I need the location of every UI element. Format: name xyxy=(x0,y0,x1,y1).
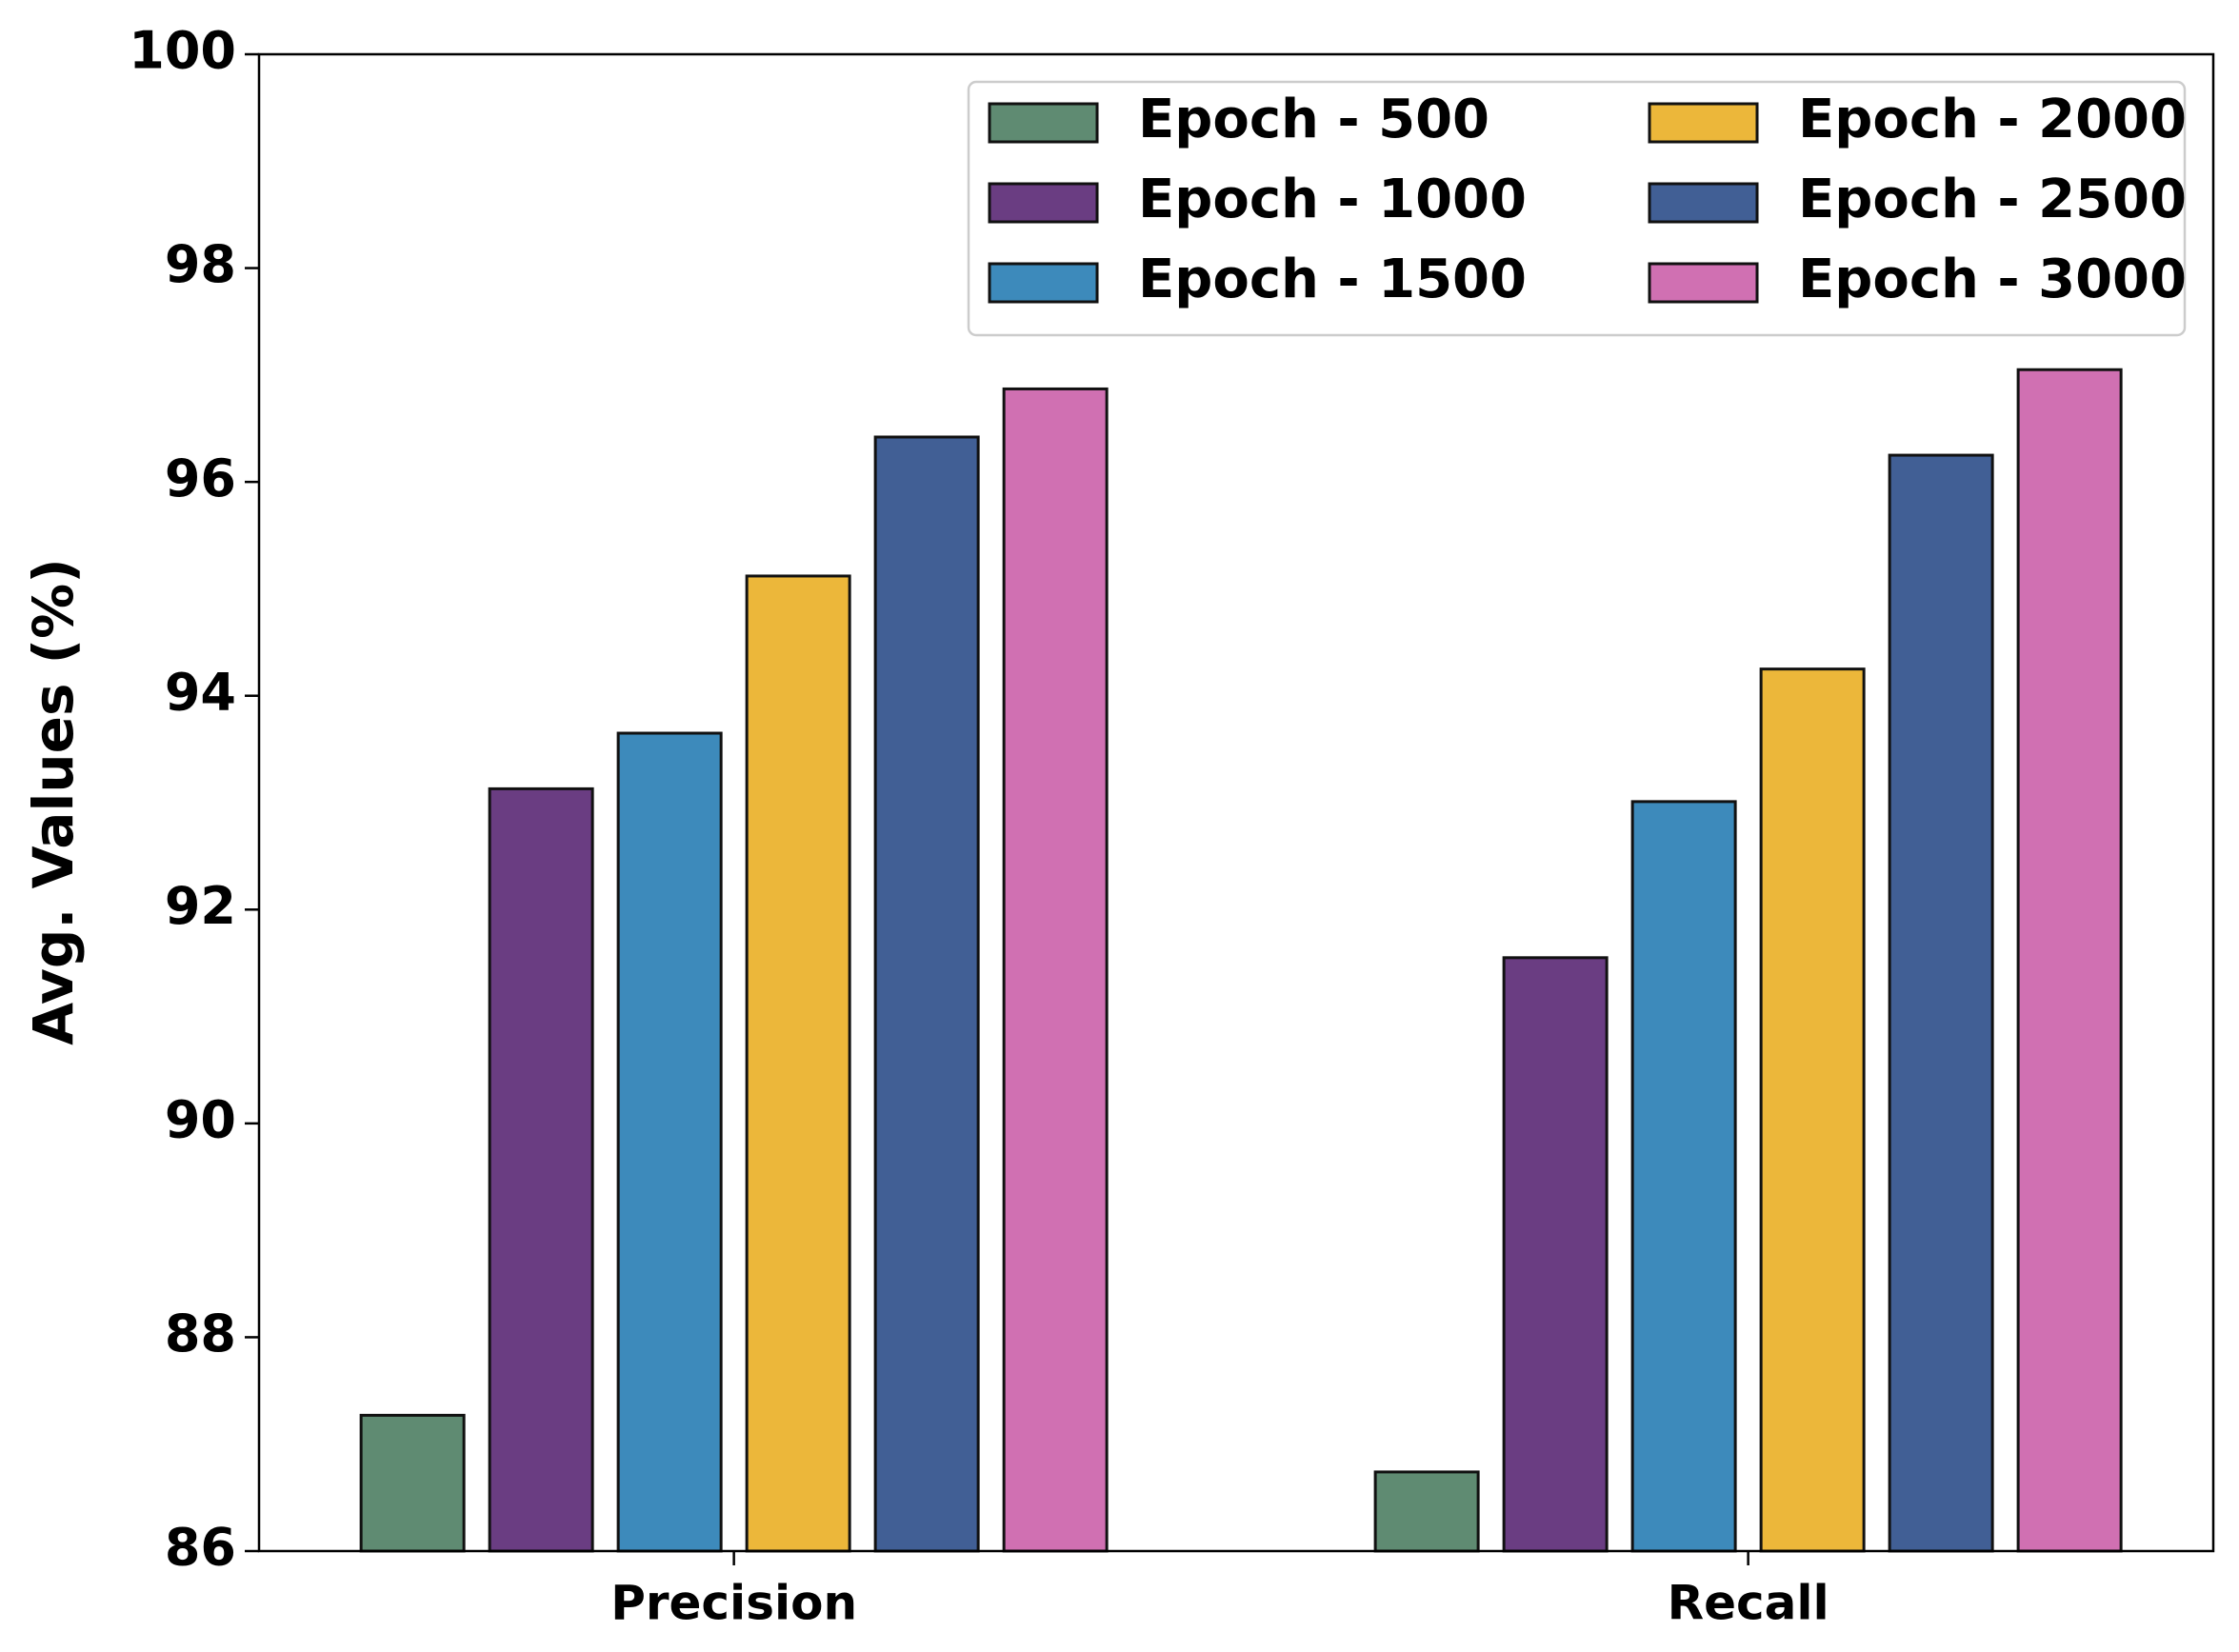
legend-swatch xyxy=(988,182,1099,224)
y-tick-label: 92 xyxy=(165,876,236,936)
bar xyxy=(1002,387,1109,1553)
y-tick-label: 100 xyxy=(129,21,236,81)
bar xyxy=(1502,956,1609,1553)
legend-label: Epoch - 1000 xyxy=(1138,169,1527,230)
legend-label: Epoch - 3000 xyxy=(1798,249,2187,310)
legend-swatch xyxy=(988,102,1099,144)
legend-swatch xyxy=(988,262,1099,304)
y-axis-label: Avg. Values (%) xyxy=(21,558,86,1045)
bar xyxy=(359,1413,466,1553)
bar xyxy=(488,786,594,1553)
legend-swatch xyxy=(1648,182,1759,224)
legend-swatch xyxy=(1648,262,1759,304)
bar xyxy=(1888,453,1994,1553)
x-tick-label: Recall xyxy=(1668,1576,1829,1631)
bar xyxy=(2016,368,2123,1553)
y-tick-label: 96 xyxy=(165,448,236,508)
legend-label: Epoch - 500 xyxy=(1138,89,1489,150)
bar xyxy=(1759,667,1866,1553)
plot-frame xyxy=(257,52,2215,1553)
legend-label: Epoch - 2500 xyxy=(1798,169,2187,230)
bar xyxy=(616,731,723,1553)
legend-box xyxy=(967,80,2187,337)
y-tick-label: 88 xyxy=(165,1304,236,1363)
legend-label: Epoch - 2000 xyxy=(1798,89,2187,150)
y-tick-label: 94 xyxy=(165,662,236,722)
bar xyxy=(873,435,980,1553)
x-tick-label: Precision xyxy=(610,1576,857,1631)
bar xyxy=(745,574,851,1553)
legend-label: Epoch - 1500 xyxy=(1138,249,1527,310)
y-tick-label: 86 xyxy=(165,1518,236,1578)
y-tick-label: 90 xyxy=(165,1089,236,1149)
legend-swatch xyxy=(1648,102,1759,144)
bar xyxy=(1630,800,1737,1553)
bar xyxy=(1373,1470,1480,1553)
y-tick-label: 98 xyxy=(165,234,236,294)
